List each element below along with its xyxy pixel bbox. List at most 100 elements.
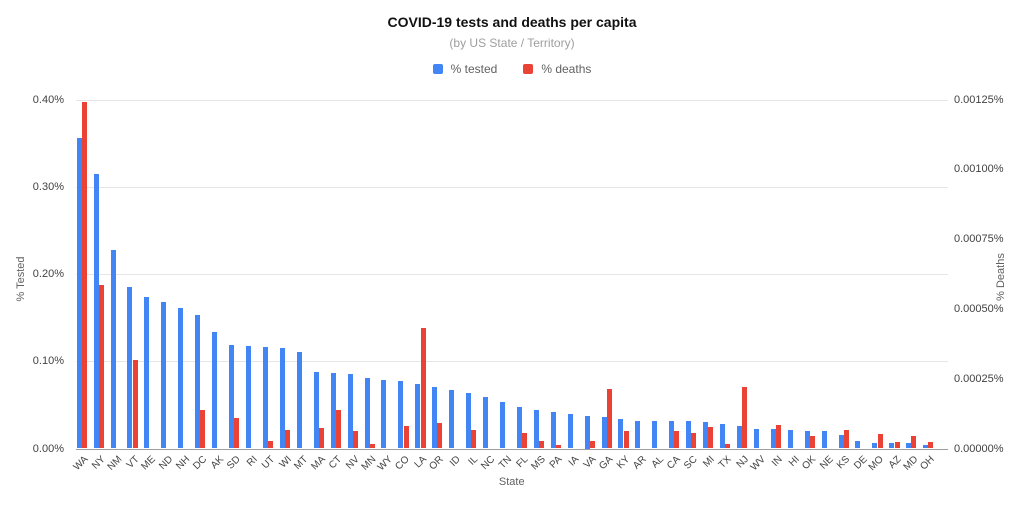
x-tick-label-md: MD xyxy=(901,453,921,473)
bar-deaths-md[interactable] xyxy=(911,435,917,449)
bar-deaths-ga[interactable] xyxy=(606,389,612,449)
bar-tested-oh[interactable] xyxy=(923,445,929,449)
bar-tested-in[interactable] xyxy=(770,429,776,449)
bar-tested-ut[interactable] xyxy=(262,347,268,449)
bar-tested-va[interactable] xyxy=(584,415,590,449)
bar-tested-ks[interactable] xyxy=(838,434,844,449)
bar-tested-wi[interactable] xyxy=(279,347,285,449)
right-tick-label: 0.00125% xyxy=(954,93,1004,106)
bar-tested-mt[interactable] xyxy=(296,352,302,449)
bar-tested-sc[interactable] xyxy=(686,421,692,449)
bar-tested-me[interactable] xyxy=(144,296,150,449)
bar-deaths-sd[interactable] xyxy=(234,417,240,449)
bar-tested-ny[interactable] xyxy=(93,173,99,449)
bar-tested-co[interactable] xyxy=(398,380,404,449)
bar-tested-wv[interactable] xyxy=(753,428,759,449)
bar-tested-or[interactable] xyxy=(432,387,438,449)
bar-tested-nj[interactable] xyxy=(736,426,742,449)
bar-deaths-mn[interactable] xyxy=(369,444,375,449)
bar-deaths-ms[interactable] xyxy=(539,440,544,449)
bar-deaths-il[interactable] xyxy=(471,430,477,449)
bar-tested-ri[interactable] xyxy=(246,345,251,449)
bar-tested-ma[interactable] xyxy=(313,371,319,449)
bar-tested-nm[interactable] xyxy=(110,249,116,449)
bar-tested-ms[interactable] xyxy=(533,410,539,449)
bar-tested-tx[interactable] xyxy=(720,424,726,449)
bar-deaths-ok[interactable] xyxy=(809,435,815,449)
left-axis-title: % Tested xyxy=(15,256,27,302)
bar-deaths-or[interactable] xyxy=(437,423,443,449)
bar-deaths-co[interactable] xyxy=(403,426,409,449)
bar-tested-wa[interactable] xyxy=(76,137,82,449)
bar-tested-nd[interactable] xyxy=(161,301,167,449)
bar-tested-il[interactable] xyxy=(466,392,472,449)
bar-deaths-ma[interactable] xyxy=(318,428,324,449)
x-tick-label-nv: NV xyxy=(343,453,362,472)
bar-tested-dc[interactable] xyxy=(195,315,201,449)
bar-tested-ak[interactable] xyxy=(212,331,218,449)
bar-tested-mn[interactable] xyxy=(364,377,370,449)
bar-deaths-ks[interactable] xyxy=(843,430,849,449)
bar-tested-vt[interactable] xyxy=(127,287,133,449)
chart-title: COVID-19 tests and deaths per capita xyxy=(387,14,637,30)
bar-tested-ca[interactable] xyxy=(669,421,675,449)
bar-tested-la[interactable] xyxy=(415,384,421,449)
bar-deaths-pa[interactable] xyxy=(555,445,561,449)
x-axis-line xyxy=(75,448,948,450)
bar-tested-ky[interactable] xyxy=(618,418,624,449)
bar-tested-sd[interactable] xyxy=(229,344,235,449)
x-tick-label-ny: NY xyxy=(89,453,108,472)
bar-deaths-in[interactable] xyxy=(776,425,782,449)
bar-tested-nv[interactable] xyxy=(347,374,353,449)
x-tick-label-nj: NJ xyxy=(734,453,751,470)
bar-tested-mo[interactable] xyxy=(872,442,878,449)
bar-deaths-az[interactable] xyxy=(894,441,900,449)
bar-deaths-sc[interactable] xyxy=(691,432,697,449)
bar-deaths-wa[interactable] xyxy=(81,102,87,449)
legend-item-tested[interactable]: % tested xyxy=(432,62,497,76)
bar-deaths-nv[interactable] xyxy=(352,430,358,449)
bar-tested-pa[interactable] xyxy=(550,412,556,449)
x-tick-label-oh: OH xyxy=(918,453,937,472)
bar-tested-ct[interactable] xyxy=(330,373,336,449)
bar-deaths-oh[interactable] xyxy=(928,441,934,449)
bar-deaths-ut[interactable] xyxy=(268,440,274,449)
bar-tested-ok[interactable] xyxy=(804,431,810,449)
bar-deaths-va[interactable] xyxy=(589,440,595,449)
bar-tested-md[interactable] xyxy=(906,443,912,449)
bar-deaths-nj[interactable] xyxy=(742,386,748,449)
bar-tested-wy[interactable] xyxy=(381,380,387,449)
bar-tested-al[interactable] xyxy=(652,421,658,449)
right-axis-title: % Deaths xyxy=(995,253,1007,301)
bar-tested-nh[interactable] xyxy=(178,308,184,449)
bar-tested-ne[interactable] xyxy=(821,431,827,449)
x-tick-label-or: OR xyxy=(427,453,446,472)
bar-deaths-fl[interactable] xyxy=(522,433,528,449)
bar-tested-fl[interactable] xyxy=(516,407,522,449)
x-tick-label-la: LA xyxy=(412,453,430,470)
bar-deaths-tx[interactable] xyxy=(725,443,731,449)
bar-tested-id[interactable] xyxy=(449,390,455,449)
right-tick-label: 0.00000% xyxy=(954,442,1004,455)
x-tick-label-fl: FL xyxy=(514,453,531,470)
bar-deaths-wi[interactable] xyxy=(285,430,291,449)
bar-deaths-ky[interactable] xyxy=(623,430,629,449)
bar-tested-hi[interactable] xyxy=(787,430,793,449)
bar-deaths-ny[interactable] xyxy=(98,285,104,449)
bar-deaths-dc[interactable] xyxy=(200,409,206,449)
bar-deaths-la[interactable] xyxy=(420,328,426,449)
bar-tested-nc[interactable] xyxy=(483,396,489,449)
bar-tested-az[interactable] xyxy=(889,442,895,449)
bar-deaths-vt[interactable] xyxy=(132,359,138,449)
bar-deaths-mi[interactable] xyxy=(708,426,714,449)
bar-deaths-ca[interactable] xyxy=(674,430,680,449)
bar-tested-ia[interactable] xyxy=(567,413,573,449)
bar-tested-de[interactable] xyxy=(855,440,861,449)
bar-tested-ga[interactable] xyxy=(601,416,607,449)
bar-tested-mi[interactable] xyxy=(703,422,709,449)
legend-item-deaths[interactable]: % deaths xyxy=(523,62,591,76)
bar-deaths-ct[interactable] xyxy=(335,409,341,449)
bar-tested-tn[interactable] xyxy=(499,401,505,449)
bar-deaths-mo[interactable] xyxy=(877,433,883,449)
bar-tested-ar[interactable] xyxy=(635,420,641,449)
